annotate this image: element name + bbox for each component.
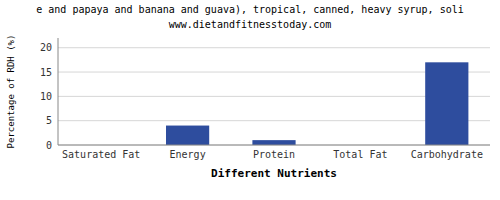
x-tick-label: Saturated Fat xyxy=(62,149,140,160)
x-axis-label: Different Nutrients xyxy=(211,167,337,180)
x-tick-label: Total Fat xyxy=(333,149,387,160)
bars xyxy=(166,62,468,145)
y-tick-label: 15 xyxy=(40,67,52,78)
y-axis-label: Percentage of RDH (%) xyxy=(6,35,16,149)
y-axis-line xyxy=(58,38,59,145)
x-tick-label: Energy xyxy=(170,149,206,160)
title: e and papaya and banana and guava), trop… xyxy=(36,4,463,15)
bar xyxy=(425,62,468,145)
y-tick-label: 10 xyxy=(40,91,52,102)
bar xyxy=(166,126,209,145)
bar xyxy=(252,140,295,145)
y-tick-label: 5 xyxy=(46,115,52,126)
x-tick-label: Carbohydrate xyxy=(411,149,483,160)
grid-line xyxy=(58,145,490,146)
x-tick-label: Protein xyxy=(253,149,295,160)
subtitle: www.dietandfitnesstoday.com xyxy=(169,19,332,30)
chart: 0 5 10 15 20 Saturated Fat Energy Protein Total … xyxy=(0,0,500,200)
y-tick-label: 0 xyxy=(46,140,52,151)
x-axis-line xyxy=(58,145,490,146)
chart-container: 0 5 10 15 20 Saturated Fat Energy Protein Total … xyxy=(0,0,500,200)
grid-line xyxy=(58,47,490,48)
y-tick-label: 20 xyxy=(40,42,52,53)
